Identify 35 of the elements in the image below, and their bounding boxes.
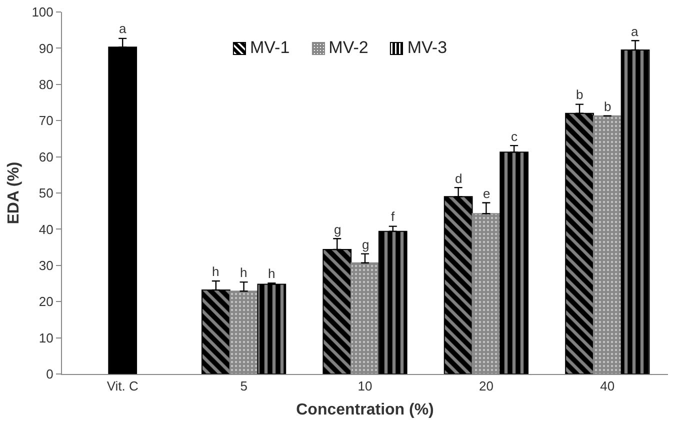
y-tick-label: 70 — [38, 113, 54, 128]
y-tick-label: 60 — [38, 149, 54, 164]
y-tick-label: 90 — [38, 40, 54, 56]
legend-label: MV-1 — [250, 38, 290, 58]
data-label: b — [604, 99, 612, 114]
x-tick-label: 10 — [358, 378, 372, 394]
data-label: c — [511, 129, 518, 144]
data-label: a — [631, 24, 639, 39]
y-tick-label: 50 — [38, 186, 54, 201]
data-label: h — [268, 266, 276, 281]
bar — [257, 284, 286, 374]
data-label: a — [119, 21, 127, 36]
data-label: f — [391, 209, 395, 224]
x-tick-label: 40 — [600, 378, 615, 394]
y-tick-label: 80 — [38, 76, 54, 92]
y-tick-label: 40 — [38, 222, 54, 237]
y-tick-label: 30 — [38, 258, 54, 273]
data-label: h — [212, 264, 220, 279]
y-tick-label: 10 — [38, 330, 54, 346]
x-tick-label: Vit. C — [106, 378, 138, 394]
x-tick-label: 20 — [478, 378, 494, 394]
y-tick-label: 20 — [38, 294, 54, 310]
legend-label: MV-2 — [328, 38, 368, 58]
y-tick-label: 0 — [46, 366, 54, 382]
x-axis-title: Concentration (%) — [296, 401, 434, 418]
x-tick-label: 5 — [240, 378, 248, 394]
y-tick-label: 100 — [32, 4, 54, 20]
y-axis-title: EDA (%) — [6, 162, 23, 224]
data-label: d — [455, 171, 462, 186]
data-label: e — [483, 186, 490, 201]
data-label: g — [334, 222, 342, 237]
legend-label: MV-3 — [407, 38, 448, 58]
data-label: g — [362, 237, 370, 252]
data-label: b — [576, 87, 584, 102]
data-label: h — [240, 265, 248, 280]
